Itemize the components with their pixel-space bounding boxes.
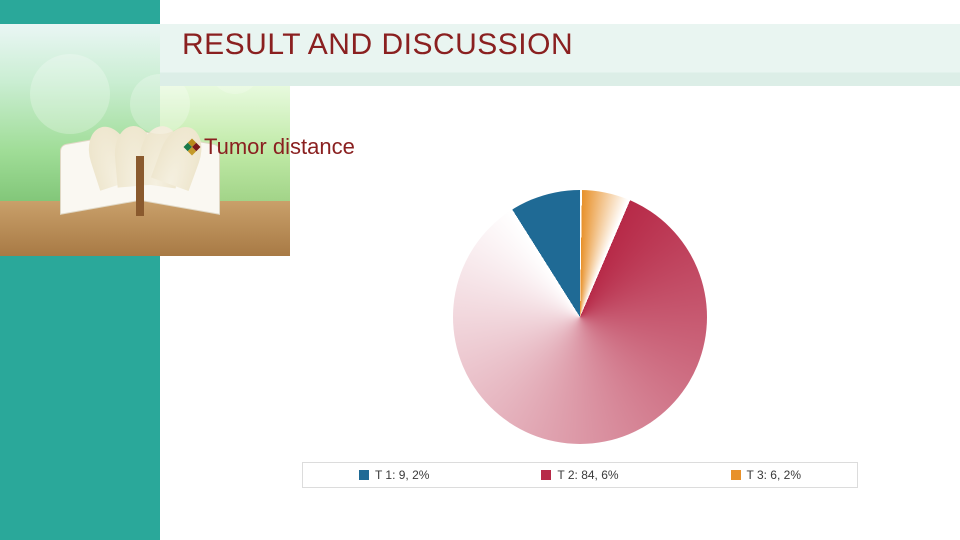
pie-chart-container: T 1: 9, 2% T 2: 84, 6% T 3: 6, 2% [302,180,858,490]
legend-item-t3: T 3: 6, 2% [731,468,801,482]
page-title: RESULT AND DISCUSSION [182,28,573,62]
title-band: RESULT AND DISCUSSION [160,24,960,86]
legend-swatch-t3 [731,470,741,480]
pie-plot-area [302,180,858,454]
legend-swatch-t1 [359,470,369,480]
pie-chart [453,190,707,444]
subheading-row: Tumor distance [186,134,355,160]
legend-label-t2: T 2: 84, 6% [557,468,618,482]
slide: RESULT AND DISCUSSION Tumor distance T 1… [0,0,960,540]
diamond-bullet-icon [184,139,201,156]
legend-label-t3: T 3: 6, 2% [747,468,801,482]
subheading-text: Tumor distance [204,134,355,160]
legend-swatch-t2 [541,470,551,480]
legend-label-t1: T 1: 9, 2% [375,468,429,482]
legend-item-t2: T 2: 84, 6% [541,468,618,482]
legend: T 1: 9, 2% T 2: 84, 6% T 3: 6, 2% [302,462,858,488]
legend-item-t1: T 1: 9, 2% [359,468,429,482]
